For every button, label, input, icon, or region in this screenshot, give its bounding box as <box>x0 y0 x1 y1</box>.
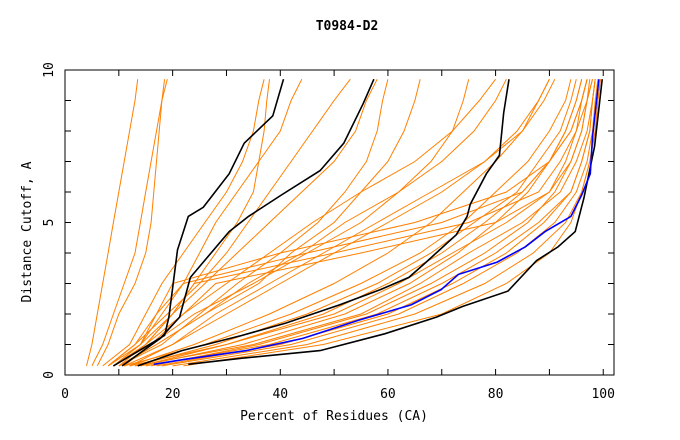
y-tick-label: 5 <box>42 219 57 227</box>
model-curve-23 <box>134 79 577 367</box>
model-curve-20 <box>140 79 583 367</box>
y-axis-label: Distance Cutoff, A <box>20 161 35 302</box>
x-tick-label: 80 <box>488 387 504 402</box>
x-tick-label: 20 <box>165 387 181 402</box>
model-curve-13 <box>129 78 550 367</box>
chart-title: T0984-D2 <box>316 19 379 34</box>
model-curve-31 <box>129 78 556 367</box>
model-curve-4 <box>102 79 265 367</box>
model-curve-30 <box>156 79 596 367</box>
model-curve-8 <box>118 79 588 367</box>
model-curve-18 <box>161 79 599 367</box>
ref-2-curve <box>121 78 375 367</box>
model-curve-16 <box>134 79 596 367</box>
model-curve-11 <box>118 79 389 367</box>
tick-layer <box>64 69 614 376</box>
model-curve-1 <box>86 79 139 367</box>
x-axis-label: Percent of Residues (CA) <box>240 409 428 424</box>
model-curve-22 <box>183 79 601 367</box>
model-curve-26 <box>118 78 507 367</box>
model-curve-25 <box>113 78 496 367</box>
model-curve-21 <box>151 79 593 367</box>
plot-frame <box>64 69 615 376</box>
model-curve-28 <box>107 78 351 367</box>
model-curve-27 <box>123 78 550 367</box>
model-curve-2 <box>91 79 166 367</box>
model-curve-3 <box>96 79 168 367</box>
x-tick-labels: 0 20 40 60 80 100 <box>61 387 615 402</box>
y-tick-label: 0 <box>42 371 57 379</box>
series-layer <box>86 78 603 367</box>
model-curve-32 <box>140 79 588 367</box>
ref-3-curve <box>137 79 510 367</box>
y-tick-labels: 0 5 10 <box>42 62 57 379</box>
model-curve-5 <box>107 78 303 367</box>
x-tick-label: 60 <box>380 387 396 402</box>
y-tick-label: 10 <box>42 62 57 78</box>
highlight-curve <box>153 79 600 366</box>
model-curve-29 <box>113 78 378 367</box>
model-curve-15 <box>129 79 591 367</box>
ref-1-curve <box>112 78 285 367</box>
model-curve-12 <box>113 79 470 367</box>
x-tick-label: 100 <box>591 387 614 402</box>
ref-4-curve <box>188 79 603 366</box>
x-tick-label: 0 <box>61 387 69 402</box>
x-tick-label: 40 <box>272 387 288 402</box>
